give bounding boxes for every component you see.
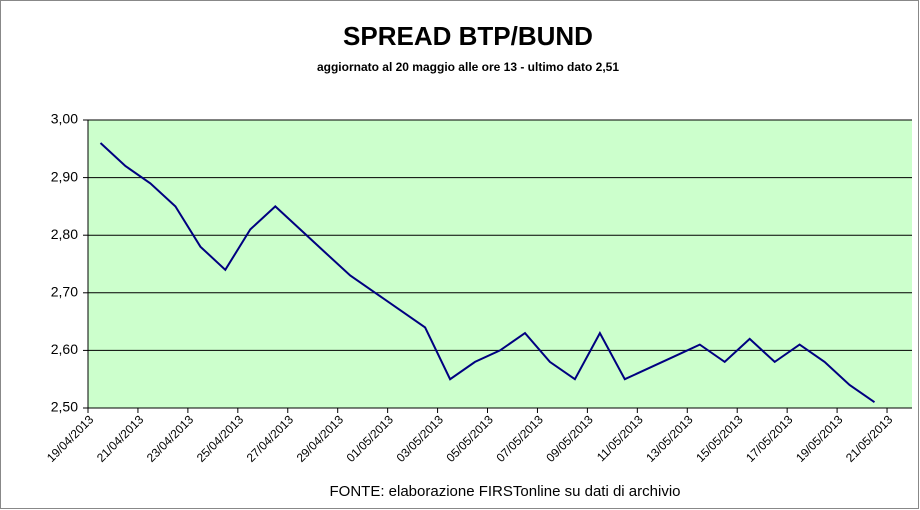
y-tick-label: 2,60	[51, 341, 78, 357]
data-line	[99, 142, 876, 404]
source-note: FONTE: elaborazione FIRSTonline su dati …	[330, 483, 681, 500]
y-tick-label: 2,70	[51, 284, 78, 300]
y-tick-label: 2,90	[51, 168, 78, 184]
y-tick-label: 2,80	[51, 226, 78, 242]
chart-subtitle: aggiornato al 20 maggio alle ore 13 - ul…	[317, 60, 619, 74]
y-tick-label: 2,50	[51, 399, 78, 415]
chart-title: SPREAD BTP/BUND	[343, 21, 593, 51]
plot-area	[88, 120, 912, 408]
y-tick-label: 3,00	[51, 111, 78, 127]
